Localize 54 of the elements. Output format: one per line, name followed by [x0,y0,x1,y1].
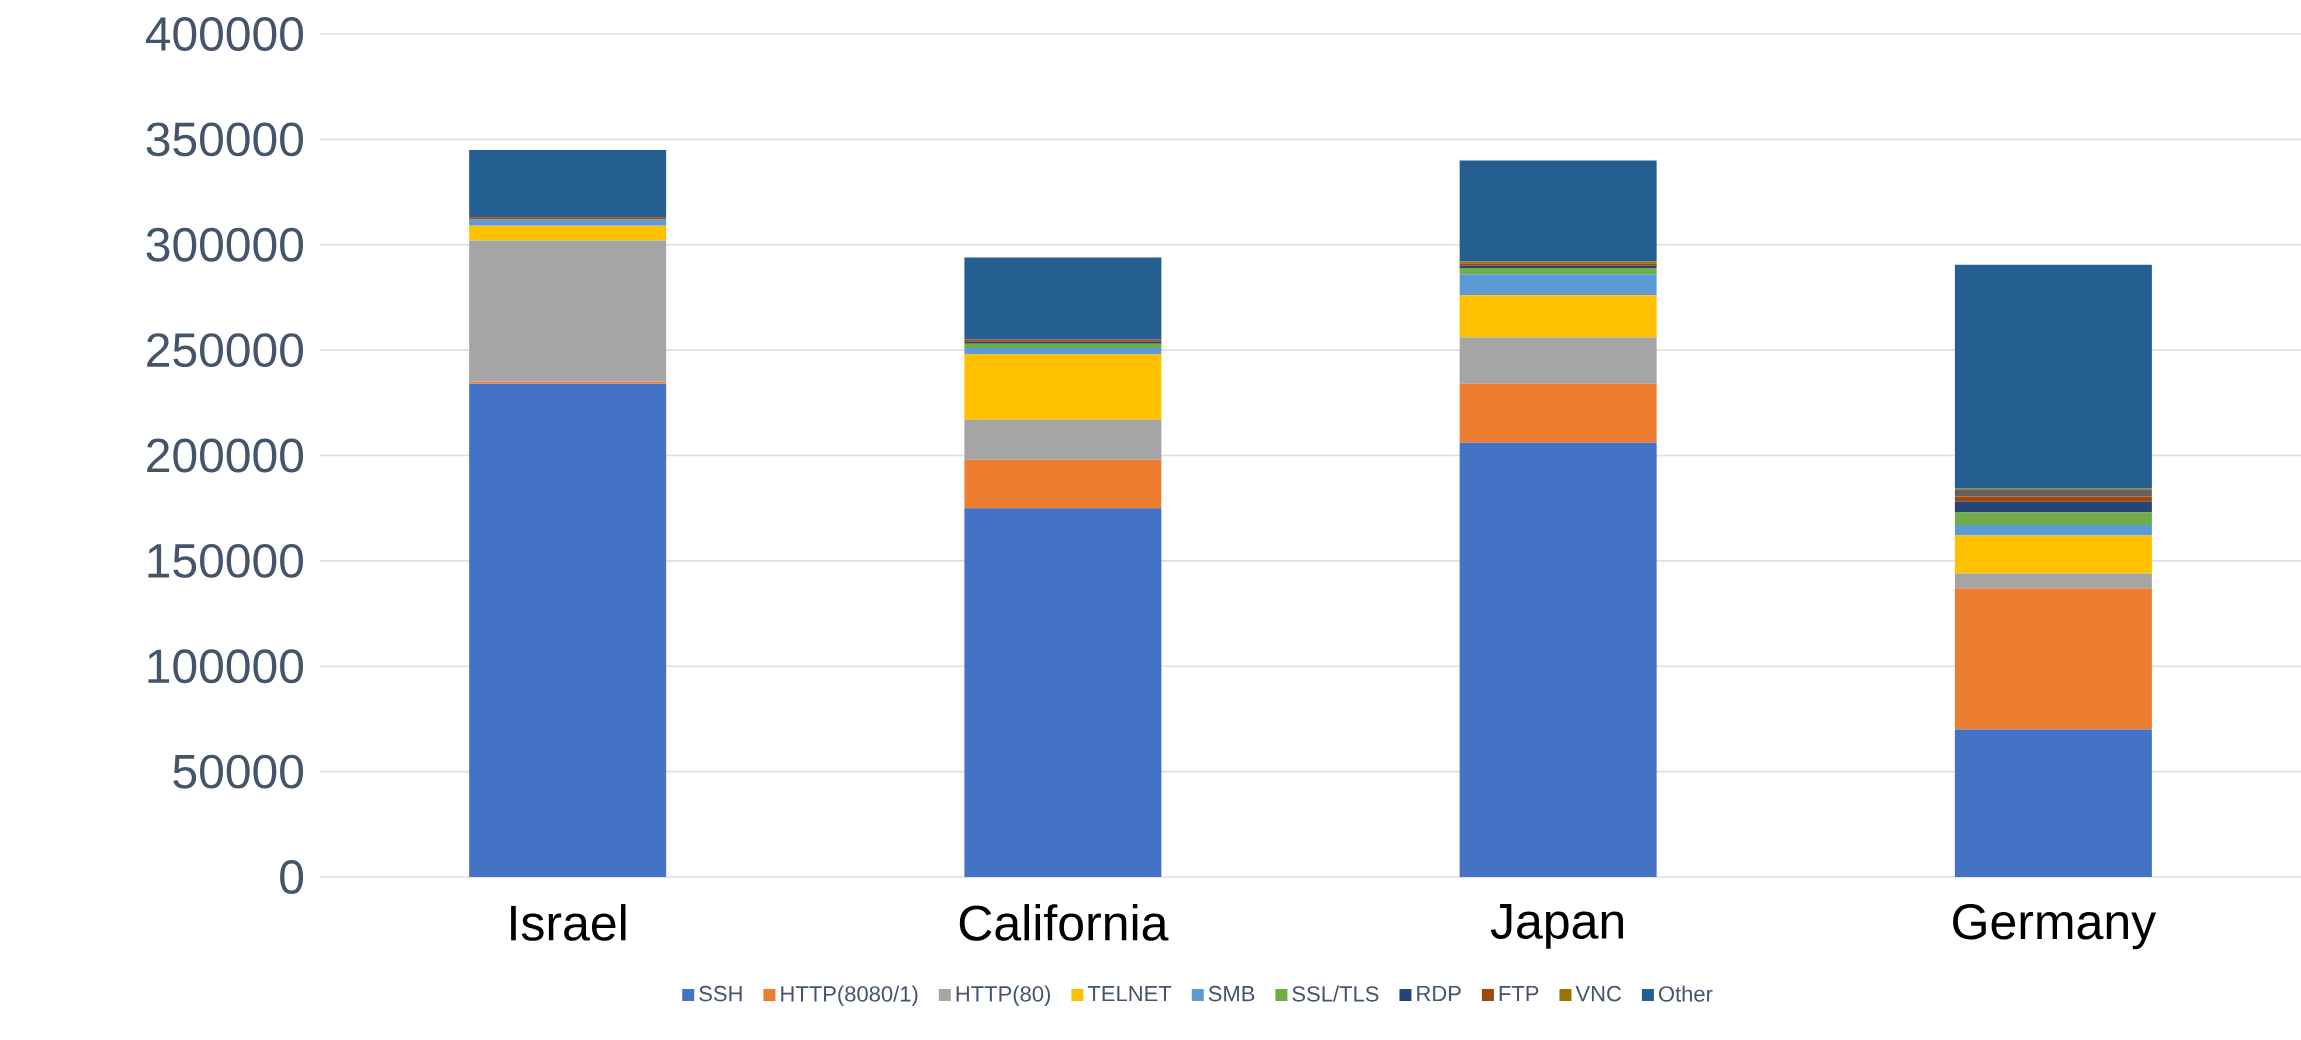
legend-label: FTP [1499,985,1539,1002]
y-tick-label: 100000 [148,649,304,684]
y-tick-label: 350000 [146,122,304,157]
bar [1954,501,2152,513]
bar [964,343,1162,349]
bar [1459,267,1657,275]
bar [964,348,1162,355]
bar [964,354,1162,420]
x-tick-label: California [959,904,1169,941]
bar [1954,489,2152,497]
x-tick-label: Germany [1953,904,2157,950]
y-tick-label: 200000 [147,438,304,473]
y-tick-label: 250000 [147,333,304,368]
y-tick-label: 300000 [146,227,304,262]
bar [469,219,667,226]
legend-label: HTTP(8080/1) [781,985,918,1007]
bar [469,217,667,220]
bar [469,381,667,384]
bar [1954,588,2152,730]
x-tick-label: Japan [1490,904,1623,949]
legend-label: RDP [1417,985,1461,1002]
bar [1459,383,1657,443]
bar [469,225,667,241]
y-tick-label: 400000 [145,17,304,51]
legend-label: TELNET [1087,985,1172,1002]
bar [1954,729,2152,877]
bar [1459,295,1657,338]
bar [1954,512,2152,526]
bar [1954,264,2152,489]
legend-label: SSL/TLS [1292,985,1379,1002]
bar [964,459,1162,509]
bar [1459,337,1657,384]
bar [1954,573,2152,589]
bar [1954,525,2152,536]
bar [1954,535,2152,574]
legend-label: HTTP(80) [956,985,1051,1007]
bar [964,257,1162,340]
legend-label: SMB [1208,985,1255,1002]
bar [964,419,1162,460]
y-tick-label: 50000 [173,754,304,789]
bar [469,240,667,382]
bar [469,383,667,877]
legend-label: VNC [1575,985,1622,1002]
bar [1459,160,1657,262]
x-tick-label: Israel [511,904,626,941]
bar [1459,274,1657,296]
bar [469,149,667,218]
bar [964,508,1162,877]
bar [1954,496,2152,502]
y-tick-label: 150000 [148,543,304,578]
legend-label: SSH [699,985,742,1002]
y-tick-label: 0 [280,860,304,894]
bar [1459,442,1657,877]
legend-label: Other [1658,985,1713,1002]
